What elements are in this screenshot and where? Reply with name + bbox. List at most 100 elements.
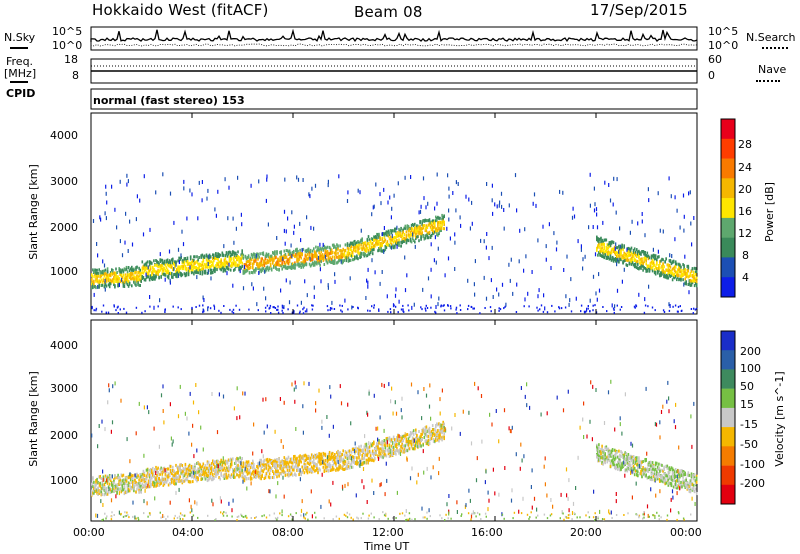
ground-cell bbox=[634, 306, 636, 309]
echo-cell bbox=[142, 472, 145, 476]
echo-cell bbox=[600, 236, 602, 240]
echo-cell bbox=[685, 273, 687, 277]
echo-cell bbox=[180, 471, 182, 475]
noise-cell bbox=[641, 212, 643, 216]
echo-cell bbox=[123, 492, 126, 496]
echo-cell bbox=[129, 485, 132, 489]
echo-cell bbox=[218, 466, 220, 470]
echo-cell bbox=[167, 261, 170, 265]
echo-cell bbox=[303, 454, 306, 458]
echo-cell bbox=[337, 255, 339, 259]
echo-cell bbox=[315, 454, 317, 457]
echo-cell bbox=[284, 464, 287, 468]
ground-cell bbox=[144, 310, 146, 313]
noise-cell bbox=[120, 277, 123, 282]
echo-cell bbox=[619, 250, 621, 254]
noise-cell bbox=[575, 296, 577, 301]
echo-cell bbox=[392, 240, 395, 244]
echo-cell bbox=[661, 266, 663, 270]
echo-cell bbox=[416, 230, 418, 233]
echo-cell bbox=[375, 451, 377, 455]
echo-cell bbox=[620, 249, 622, 253]
ground-cell bbox=[390, 311, 392, 314]
echo-cell bbox=[287, 253, 290, 256]
echo-cell bbox=[275, 265, 277, 268]
echo-cell bbox=[141, 266, 144, 270]
echo-cell bbox=[339, 244, 341, 248]
ground-cell bbox=[291, 311, 294, 314]
echo-cell bbox=[415, 237, 417, 240]
echo-cell bbox=[254, 475, 256, 478]
noise-cell bbox=[131, 242, 134, 247]
echo-cell bbox=[294, 459, 296, 463]
noise-cell bbox=[227, 216, 229, 221]
echo-cell bbox=[185, 266, 188, 270]
echo-cell bbox=[355, 242, 357, 246]
echo-cell bbox=[344, 243, 347, 247]
echo-cell bbox=[695, 280, 698, 284]
echo-cell bbox=[329, 466, 332, 470]
ground-cell bbox=[265, 310, 267, 313]
echo-cell bbox=[127, 476, 130, 480]
echo-cell bbox=[228, 259, 231, 263]
noise-cell bbox=[381, 232, 383, 237]
echo-cell bbox=[194, 463, 196, 467]
noise-cell bbox=[527, 291, 529, 296]
echo-cell bbox=[243, 263, 246, 267]
noise-cell bbox=[351, 305, 353, 310]
echo-cell bbox=[307, 247, 310, 251]
echo-cell bbox=[142, 276, 145, 279]
echo-cell bbox=[91, 286, 93, 290]
ground-cell bbox=[536, 306, 538, 309]
echo-cell bbox=[294, 473, 296, 477]
echo-cell bbox=[175, 274, 177, 278]
echo-cell bbox=[281, 459, 283, 463]
echo-cell bbox=[383, 454, 386, 458]
echo-cell bbox=[171, 472, 173, 476]
echo-cell bbox=[222, 265, 225, 269]
echo-cell bbox=[123, 482, 126, 485]
echo-cell bbox=[350, 450, 353, 454]
echo-cell bbox=[381, 455, 383, 459]
noise-cell bbox=[503, 208, 505, 212]
ground-cell bbox=[504, 305, 506, 308]
echo-cell bbox=[288, 473, 291, 477]
echo-cell bbox=[436, 227, 438, 231]
echo-cell bbox=[235, 264, 237, 267]
ground-cell bbox=[472, 307, 474, 310]
echo-cell bbox=[154, 275, 156, 279]
echo-cell bbox=[116, 484, 118, 488]
echo-cell bbox=[339, 460, 341, 464]
echo-cell bbox=[337, 260, 339, 264]
echo-cell bbox=[181, 267, 184, 271]
echo-cell bbox=[629, 258, 632, 262]
echo-cell bbox=[638, 267, 640, 271]
echo-cell bbox=[359, 255, 361, 259]
echo-cell bbox=[190, 266, 193, 270]
echo-cell bbox=[212, 262, 214, 266]
echo-cell bbox=[126, 272, 129, 276]
echo-cell bbox=[223, 264, 226, 268]
echo-cell bbox=[127, 273, 130, 277]
echo-cell bbox=[346, 463, 349, 467]
echo-cell bbox=[238, 267, 240, 271]
echo-cell bbox=[185, 469, 188, 473]
echo-cell bbox=[366, 449, 369, 453]
echo-cell bbox=[355, 245, 357, 249]
echo-cell bbox=[668, 259, 671, 263]
noise-cell bbox=[349, 276, 351, 281]
echo-cell bbox=[272, 470, 274, 473]
echo-cell bbox=[219, 260, 221, 264]
noise-cell bbox=[327, 283, 329, 288]
echo-cell bbox=[99, 481, 101, 485]
echo-cell bbox=[273, 459, 275, 463]
echo-cell bbox=[423, 237, 426, 241]
echo-cell bbox=[174, 260, 176, 264]
noise-cell bbox=[357, 188, 359, 193]
echo-cell bbox=[350, 245, 353, 249]
ground-cell bbox=[523, 305, 525, 308]
echo-cell bbox=[93, 480, 95, 484]
echo-cell bbox=[304, 464, 307, 468]
echo-cell bbox=[428, 222, 431, 226]
echo-cell bbox=[208, 469, 211, 472]
